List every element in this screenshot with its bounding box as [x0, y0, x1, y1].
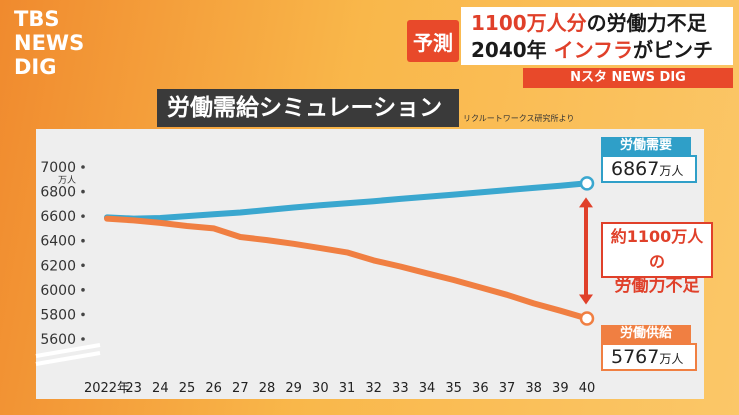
y-tick-label: 6000: [40, 283, 76, 299]
demand-value: 6867: [611, 158, 660, 180]
tbs-news-dig-logo: TBS NEWS DIG: [14, 8, 84, 80]
y-tick-dot: [81, 165, 85, 169]
x-tick-label: 29: [285, 381, 302, 396]
y-tick-dot: [81, 288, 85, 292]
x-tick-label: 36: [472, 381, 489, 396]
demand-unit: 万人: [659, 164, 684, 178]
y-tick-label: 6600: [40, 209, 76, 225]
y-tick-label: 6400: [40, 234, 76, 250]
shortage-line-2: 労働力不足: [614, 276, 700, 296]
demand-end-marker: [579, 176, 595, 191]
logo-line-2: NEWS: [14, 31, 85, 55]
shortage-box: 約1100万人の 労働力不足: [601, 222, 713, 296]
y-tick-dot: [81, 337, 85, 341]
headline-text-1: の労働力不足: [586, 11, 707, 35]
y-tick-label: 5600: [40, 332, 76, 348]
headline-box: 1100万人分の労働力不足 2040年 インフラがピンチ: [461, 7, 733, 65]
x-tick-label: 31: [339, 381, 356, 396]
logo-line-3: DIG: [14, 55, 57, 79]
headline-highlight-1: 1100万人分: [471, 11, 587, 35]
axis-break-mark: [35, 351, 101, 366]
supply-value: 5767: [611, 346, 660, 368]
x-tick-label: 25: [179, 381, 196, 396]
forecast-tag: 予測: [407, 20, 459, 62]
demand-line: [104, 180, 590, 222]
chart-source: リクルートワークス研究所より: [463, 114, 575, 123]
x-tick-label: 2022年: [84, 381, 130, 396]
supply-unit: 万人: [659, 352, 684, 366]
x-tick-label: 34: [419, 381, 436, 396]
y-tick-dot: [81, 189, 85, 194]
chart-title: 労働需給シミュレーション: [157, 89, 459, 127]
y-tick-dot: [81, 214, 85, 218]
x-tick-label: 23: [125, 381, 142, 396]
program-brand: Nスタ NEWS DIG: [523, 68, 733, 88]
y-tick-dot: [81, 263, 85, 268]
headline-text-2: がピンチ: [633, 38, 714, 62]
y-tick-dot: [81, 312, 85, 317]
demand-value-box: 6867万人: [601, 155, 697, 183]
demand-label: 労働需要: [601, 137, 691, 155]
x-tick-label: 26: [205, 381, 222, 396]
y-tick-dot: [81, 238, 85, 243]
x-tick-label: 28: [259, 381, 276, 396]
y-tick-label: 5800: [40, 307, 76, 323]
supply-value-box: 5767万人: [601, 343, 697, 371]
supply-line: [104, 215, 590, 322]
axis-break-mark: [35, 343, 101, 358]
x-tick-label: 27: [232, 381, 249, 396]
x-tick-label: 38: [525, 381, 542, 396]
chart-panel: [36, 129, 704, 399]
supply-label: 労働供給: [601, 325, 691, 343]
headline-year: 2040年: [471, 38, 554, 62]
shortage-line-1: 約1100万人の: [610, 227, 704, 271]
x-tick-label: 39: [552, 381, 569, 396]
y-tick-label: 7000: [40, 160, 76, 176]
gap-arrow-head-up: [579, 197, 593, 208]
y-tick-label: 6200: [40, 258, 76, 274]
logo-line-1: TBS: [14, 7, 60, 31]
x-tick-label: 32: [365, 381, 382, 396]
x-tick-label: 30: [312, 381, 329, 396]
y-unit-label: 万人: [58, 175, 76, 186]
x-tick-label: 33: [392, 381, 409, 396]
gap-arrow-head-down: [579, 294, 593, 305]
headline-line-1: 1100万人分の労働力不足: [471, 10, 707, 37]
headline-line-2: 2040年 インフラがピンチ: [471, 37, 713, 64]
x-tick-label: 40: [579, 381, 596, 396]
x-tick-label: 24: [152, 381, 169, 396]
x-tick-label: 35: [445, 381, 462, 396]
headline-highlight-2: インフラ: [553, 38, 634, 62]
x-tick-label: 37: [499, 381, 516, 396]
y-tick-label: 6800: [40, 185, 76, 201]
supply-end-marker: [579, 311, 595, 326]
